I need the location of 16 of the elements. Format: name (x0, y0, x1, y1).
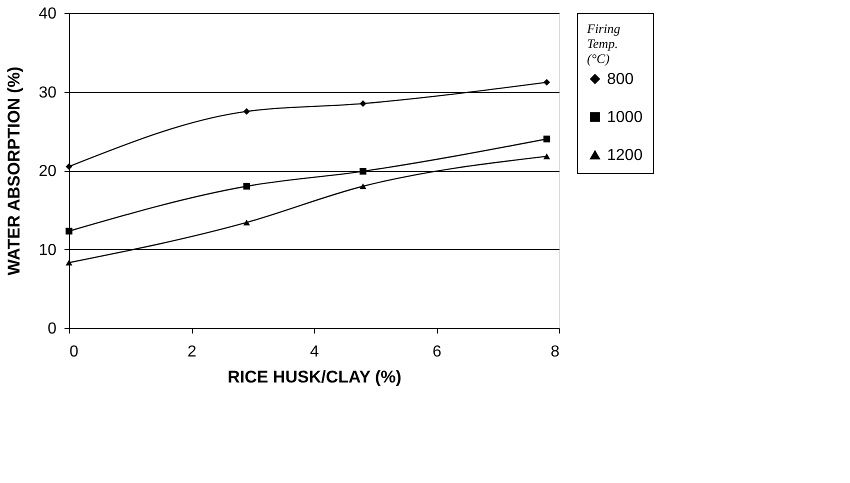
legend-title: Firing Temp. (°C) (586, 21, 621, 66)
x-tick-label: 4 (310, 344, 320, 360)
y-tick-label: 20 (38, 163, 57, 180)
x-tick-label: 0 (70, 344, 78, 360)
legend-label: 800 (607, 71, 634, 88)
x-axis-title: RICE HUSK/CLAY (%) (228, 368, 402, 386)
legend-label: 1200 (607, 147, 643, 164)
x-tick-label: 8 (550, 344, 560, 360)
y-tick-label: 10 (38, 242, 57, 259)
y-axis-title: WATER ABSORPTION (%) (4, 66, 24, 276)
x-tick-label: 2 (188, 344, 197, 360)
y-tick-label: 40 (38, 6, 57, 22)
y-tick-label: 0 (48, 320, 57, 338)
x-tick-label: 6 (432, 344, 442, 360)
y-tick-label: 30 (38, 84, 57, 102)
legend-label: 1000 (607, 109, 643, 126)
